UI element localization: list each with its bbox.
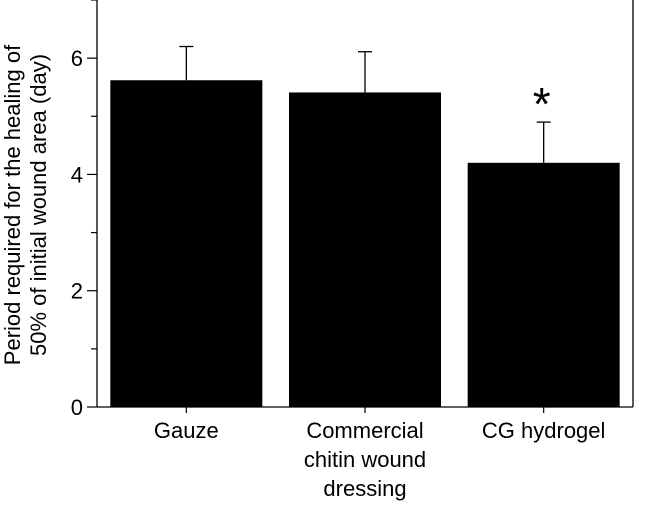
x-tick-label-line: chitin wound — [304, 447, 426, 472]
x-tick-label-line: Commercial — [306, 418, 423, 443]
x-tick-label-line: dressing — [323, 476, 406, 501]
significance-asterisk: * — [533, 78, 551, 130]
y-tick-label: 2 — [71, 279, 83, 304]
x-tick-label: Gauze — [154, 418, 219, 443]
x-tick-label: Commercial chitin wound dressing — [304, 418, 426, 501]
bar — [467, 162, 620, 407]
y-axis: 0 2 4 6 — [71, 0, 97, 420]
y-axis-label: Period required for the healing of50% of… — [0, 44, 51, 365]
x-tick-label: CG hydrogel — [482, 418, 606, 443]
error-bars — [179, 45, 551, 163]
y-tick-label: 0 — [71, 395, 83, 420]
x-tick-label-line: Gauze — [154, 418, 219, 443]
bar — [289, 92, 441, 407]
y-axis-label-line: Period required for the healing of — [0, 44, 25, 365]
y-tick-label: 4 — [71, 162, 83, 187]
x-axis-labels: Gauze Commercial chitin wound dressing CG hy… — [154, 407, 606, 501]
y-tick-label: 6 — [71, 46, 83, 71]
bar — [110, 80, 263, 407]
x-tick-label-line: CG hydrogel — [482, 418, 606, 443]
y-axis-label-line: 50% of initial wound area (day) — [26, 54, 51, 356]
bars — [110, 80, 620, 407]
annotations: * — [533, 78, 551, 130]
